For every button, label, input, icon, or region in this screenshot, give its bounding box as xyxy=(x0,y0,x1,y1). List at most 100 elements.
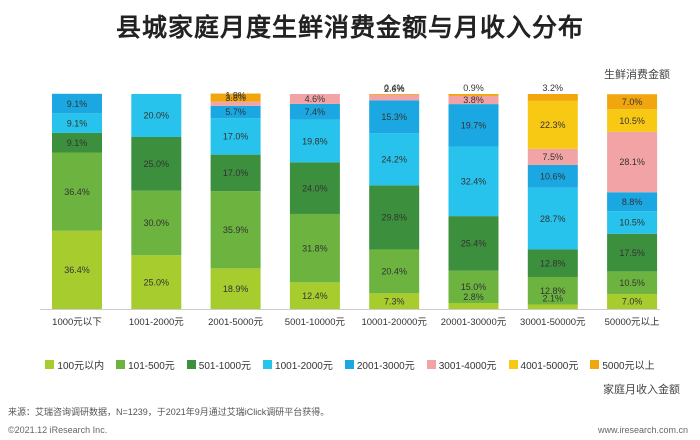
legend-item: 5000元以上 xyxy=(590,357,655,372)
legend-swatch xyxy=(45,360,55,369)
data-label: 3.8% xyxy=(463,95,484,105)
data-label: 0.9% xyxy=(463,83,484,93)
data-label: 36.4% xyxy=(64,187,90,197)
data-label: 35.9% xyxy=(223,225,249,235)
bar-segment xyxy=(527,187,578,250)
data-label: 28.1% xyxy=(619,157,645,167)
legend-label: 5000元以上 xyxy=(602,361,655,372)
data-label: 2.8% xyxy=(463,292,484,302)
bar-segment xyxy=(210,101,261,106)
data-label: 1.9% xyxy=(225,91,246,101)
legend-swatch xyxy=(344,360,354,369)
x-tick-label: 1001-2000元 xyxy=(129,317,184,328)
bar-segment xyxy=(52,93,102,114)
data-label: 25.4% xyxy=(461,239,487,249)
bar-segment xyxy=(289,213,340,283)
bar-segment xyxy=(289,119,340,163)
bar-segment xyxy=(607,192,658,212)
data-label: 19.7% xyxy=(461,120,487,130)
bar-segment xyxy=(607,233,658,272)
chart-title: 县城家庭月度生鲜消费金额与月收入分布 xyxy=(115,13,584,42)
data-label: 10.5% xyxy=(619,278,645,288)
data-label: 9.1% xyxy=(67,118,88,128)
data-label: 15.3% xyxy=(381,112,407,122)
data-label: 20.0% xyxy=(144,111,170,121)
bar-segment xyxy=(210,105,261,119)
legend-item: 501-1000元 xyxy=(186,357,252,372)
data-label: 36.4% xyxy=(64,265,90,275)
data-label: 7.0% xyxy=(622,297,643,307)
data-label: 25.0% xyxy=(144,159,170,169)
data-label: 5.7% xyxy=(225,107,246,117)
bar-segment xyxy=(289,162,340,214)
legend: 100元以内 101-500元 501-1000元 1001-2000元 2001-30… xyxy=(0,357,700,372)
legend-label: 100元以内 xyxy=(57,361,105,372)
data-label: 8.8% xyxy=(622,197,643,207)
x-tick-label: 2001-5000元 xyxy=(208,317,263,328)
x-axis-title: 家庭月收入金额 xyxy=(603,384,680,396)
legend-item: 3001-4000元 xyxy=(426,357,497,372)
bar-segment xyxy=(210,118,261,155)
legend-swatch xyxy=(116,360,126,369)
bar-segment xyxy=(527,100,578,149)
bar-segment xyxy=(527,148,578,165)
data-label: 24.0% xyxy=(302,183,328,193)
x-tick-label: 50000元以上 xyxy=(605,317,660,328)
bar-segment xyxy=(369,249,420,294)
data-label: 17.5% xyxy=(619,248,645,258)
data-label: 7.4% xyxy=(305,107,326,117)
bar-segment xyxy=(131,94,182,137)
data-label: 9.1% xyxy=(67,138,88,148)
data-label: 12.8% xyxy=(540,258,566,268)
legend-swatch xyxy=(426,360,436,369)
series-axis-label: 生鲜消费金额 xyxy=(604,69,670,81)
legend-label: 2001-3000元 xyxy=(356,361,415,372)
data-label: 22.3% xyxy=(540,120,566,130)
bar-segment xyxy=(448,104,499,147)
bar-segment xyxy=(369,185,420,250)
data-label: 20.4% xyxy=(381,267,407,277)
data-label: 2.6% xyxy=(384,84,405,94)
bar-segment xyxy=(289,103,340,120)
data-label: 9.1% xyxy=(67,99,88,109)
data-label: 7.3% xyxy=(384,296,405,306)
data-label: 32.4% xyxy=(461,176,487,186)
bar-segment xyxy=(448,216,499,271)
legend-label: 501-1000元 xyxy=(198,361,252,372)
legend-swatch xyxy=(590,360,600,369)
data-label: 7.0% xyxy=(622,97,643,107)
data-label: 24.2% xyxy=(381,155,407,165)
bar-segment xyxy=(607,293,658,309)
legend-swatch xyxy=(508,360,518,369)
bar-segment xyxy=(527,94,578,101)
data-label: 18.9% xyxy=(223,284,249,294)
bar-segment xyxy=(52,132,102,153)
bar-segment xyxy=(52,152,102,231)
bar-segment xyxy=(131,137,182,191)
data-label: 4.6% xyxy=(305,94,326,104)
data-label: 7.5% xyxy=(543,152,564,162)
bar-segment xyxy=(527,276,578,305)
bar-segment xyxy=(131,255,182,309)
bar-segment xyxy=(289,94,340,104)
legend-label: 3001-4000元 xyxy=(438,361,497,372)
legend-swatch xyxy=(186,360,196,369)
bar-segment xyxy=(369,133,420,186)
source-note: 来源：艾瑞咨询调研数据，N=1239，于2021年9月通过艾瑞iClick调研平… xyxy=(8,407,330,417)
legend-item: 1001-2000元 xyxy=(263,357,333,372)
legend-item: 100元以内 xyxy=(45,357,104,372)
data-label: 10.5% xyxy=(619,116,645,126)
data-label: 29.8% xyxy=(381,213,407,223)
bar-segment xyxy=(210,93,261,102)
data-label: 25.0% xyxy=(144,277,170,287)
bar-segment xyxy=(607,211,658,234)
bar-segment xyxy=(448,95,499,105)
data-label: 17.0% xyxy=(223,132,249,142)
bar-segment xyxy=(527,304,578,309)
bar-segment xyxy=(448,270,499,303)
bar-segment xyxy=(289,282,340,309)
legend-label: 101-500元 xyxy=(128,361,175,372)
data-label: 30.0% xyxy=(144,218,170,228)
legend-item: 2001-3000元 xyxy=(344,357,415,372)
data-label: 12.4% xyxy=(302,291,328,301)
